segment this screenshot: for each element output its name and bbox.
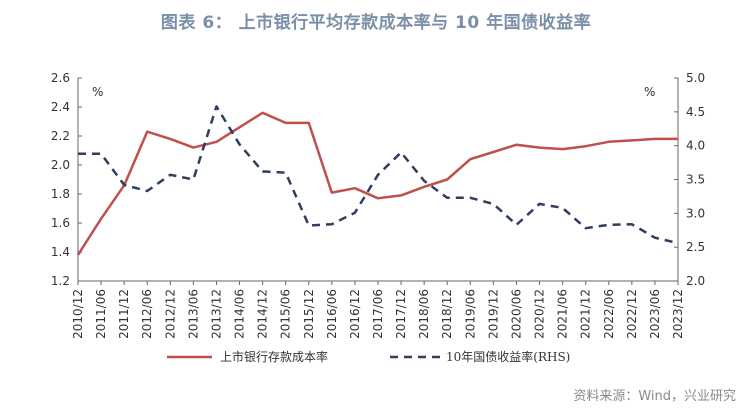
x-tick-label: 2020/06 [509, 289, 523, 339]
x-tick-label: 2022/12 [625, 289, 639, 339]
series-lines [76, 105, 679, 256]
x-tick-label: 2011/06 [94, 289, 108, 339]
x-tick-label: 2016/12 [348, 289, 362, 339]
left-tick-label: 2.6 [51, 71, 70, 85]
left-tick-label: 1.2 [51, 274, 70, 288]
x-tick-labels: 2010/12 2011/06 2011/12 2012/06 2012/12 2013/… [71, 289, 685, 339]
left-tick-label: 2.4 [51, 100, 70, 114]
right-tick-label: 2.5 [686, 240, 705, 254]
right-tick-label: 5.0 [686, 71, 705, 85]
legend: 上市银行存款成本率 10年国债收益率(RHS) [167, 349, 570, 364]
left-tick-label: 1.4 [51, 245, 70, 259]
x-tick-label: 2021/12 [579, 289, 593, 339]
x-tick-label: 2012/12 [163, 289, 177, 339]
right-tick-label: 3.5 [686, 173, 705, 187]
right-tick-label: 2.0 [686, 274, 705, 288]
left-tick-label: 1.6 [51, 216, 70, 230]
x-tick-label: 2023/06 [648, 289, 662, 339]
x-tick-label: 2010/12 [71, 289, 85, 339]
x-tick-label: 2023/12 [671, 289, 685, 339]
x-tick-label: 2019/12 [486, 289, 500, 339]
x-tick-label: 2022/06 [602, 289, 616, 339]
x-tick-label: 2014/12 [256, 289, 270, 339]
line-chart: 1.2 1.4 1.6 1.8 2.0 2.2 2.4 2.6 2.0 2.5 3.0 3.5 4.0 4… [51, 71, 705, 364]
x-tick-label: 2018/06 [417, 289, 431, 339]
right-tick-label: 3.0 [686, 206, 705, 220]
x-tick-label: 2013/06 [186, 289, 200, 339]
x-tick-label: 2015/12 [302, 289, 316, 339]
x-tick-label: 2020/12 [533, 289, 547, 339]
right-unit-label: % [644, 85, 655, 99]
x-tick-label: 2017/12 [394, 289, 408, 339]
x-tick-label: 2015/06 [279, 289, 293, 339]
x-tick-label: 2019/06 [463, 289, 477, 339]
legend-label-bond-yield: 10年国债收益率(RHS) [446, 349, 570, 364]
left-tick-label: 1.8 [51, 187, 70, 201]
right-tick-label: 4.0 [686, 139, 705, 153]
x-tick-label: 2021/06 [556, 289, 570, 339]
axes: 1.2 1.4 1.6 1.8 2.0 2.2 2.4 2.6 2.0 2.5 3.0 3.5 4.0 4… [51, 71, 705, 288]
source-note: 资料来源：Wind，兴业研究 [573, 389, 736, 404]
left-tick-label: 2.2 [51, 129, 70, 143]
x-tick-label: 2017/06 [371, 289, 385, 339]
right-tick-label: 4.5 [686, 105, 705, 119]
x-tick-label: 2014/06 [233, 289, 247, 339]
series-line-0 [76, 111, 678, 256]
x-tick-label: 2018/12 [440, 289, 454, 339]
x-tick-label: 2013/12 [209, 289, 223, 339]
legend-label-deposit-cost: 上市银行存款成本率 [220, 349, 328, 364]
chart-title: 图表 6： 上市银行平均存款成本率与 10 年国债收益率 [160, 13, 592, 33]
x-tick-label: 2016/06 [325, 289, 339, 339]
left-tick-label: 2.0 [51, 158, 70, 172]
series-line-1 [78, 105, 679, 245]
x-tick-label: 2011/12 [117, 289, 131, 339]
x-tick-label: 2012/06 [140, 289, 154, 339]
left-unit-label: % [92, 85, 103, 99]
